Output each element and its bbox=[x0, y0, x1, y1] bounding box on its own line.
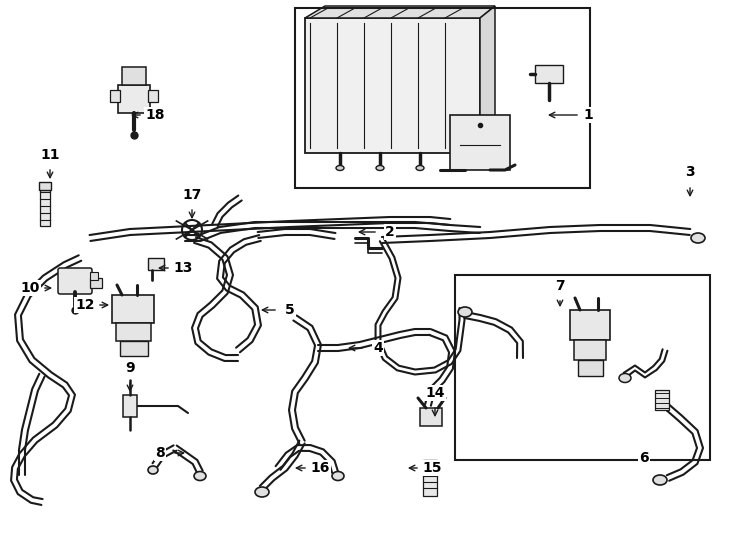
Bar bbox=[578, 360, 603, 376]
Text: 17: 17 bbox=[182, 188, 202, 202]
Bar bbox=[122, 67, 146, 85]
Bar bbox=[118, 85, 150, 113]
Polygon shape bbox=[480, 6, 495, 153]
Ellipse shape bbox=[148, 466, 158, 474]
Bar bbox=[90, 272, 98, 280]
Ellipse shape bbox=[336, 165, 344, 171]
Bar bbox=[574, 340, 606, 360]
Ellipse shape bbox=[458, 307, 472, 317]
Bar bbox=[148, 258, 164, 270]
FancyBboxPatch shape bbox=[58, 268, 92, 294]
Text: 16: 16 bbox=[310, 461, 330, 475]
Text: 1: 1 bbox=[583, 108, 593, 122]
Ellipse shape bbox=[376, 165, 384, 171]
Ellipse shape bbox=[619, 374, 631, 382]
Bar bbox=[295, 8, 590, 188]
Text: 15: 15 bbox=[422, 461, 442, 475]
Bar bbox=[148, 90, 158, 102]
Bar bbox=[455, 275, 710, 460]
Ellipse shape bbox=[332, 471, 344, 481]
Bar bbox=[39, 182, 51, 190]
Bar bbox=[120, 341, 148, 356]
Ellipse shape bbox=[691, 233, 705, 243]
Bar bbox=[570, 310, 610, 340]
Bar bbox=[420, 408, 442, 426]
Bar bbox=[450, 115, 510, 170]
Bar bbox=[305, 18, 480, 153]
Text: 3: 3 bbox=[685, 165, 695, 179]
Ellipse shape bbox=[194, 471, 206, 481]
Bar bbox=[90, 278, 102, 288]
Text: 10: 10 bbox=[21, 281, 40, 295]
Ellipse shape bbox=[416, 165, 424, 171]
Bar bbox=[40, 190, 50, 226]
Ellipse shape bbox=[653, 475, 667, 485]
Polygon shape bbox=[305, 6, 495, 18]
Bar bbox=[423, 460, 437, 468]
Text: 18: 18 bbox=[145, 108, 164, 122]
Text: 6: 6 bbox=[639, 451, 649, 465]
Text: 11: 11 bbox=[40, 148, 59, 162]
Text: 14: 14 bbox=[425, 386, 445, 400]
Ellipse shape bbox=[255, 487, 269, 497]
Bar bbox=[112, 295, 154, 323]
Text: 2: 2 bbox=[385, 225, 395, 239]
Text: 4: 4 bbox=[373, 341, 383, 355]
Text: 5: 5 bbox=[285, 303, 295, 317]
Bar bbox=[116, 323, 151, 341]
Text: 8: 8 bbox=[155, 446, 165, 460]
Bar bbox=[123, 395, 137, 417]
Bar bbox=[110, 90, 120, 102]
Text: 13: 13 bbox=[173, 261, 193, 275]
Text: 7: 7 bbox=[555, 279, 564, 293]
Bar bbox=[535, 65, 563, 83]
Text: 12: 12 bbox=[76, 298, 95, 312]
Text: 9: 9 bbox=[126, 361, 135, 375]
Bar bbox=[423, 468, 437, 496]
Bar bbox=[655, 390, 669, 410]
